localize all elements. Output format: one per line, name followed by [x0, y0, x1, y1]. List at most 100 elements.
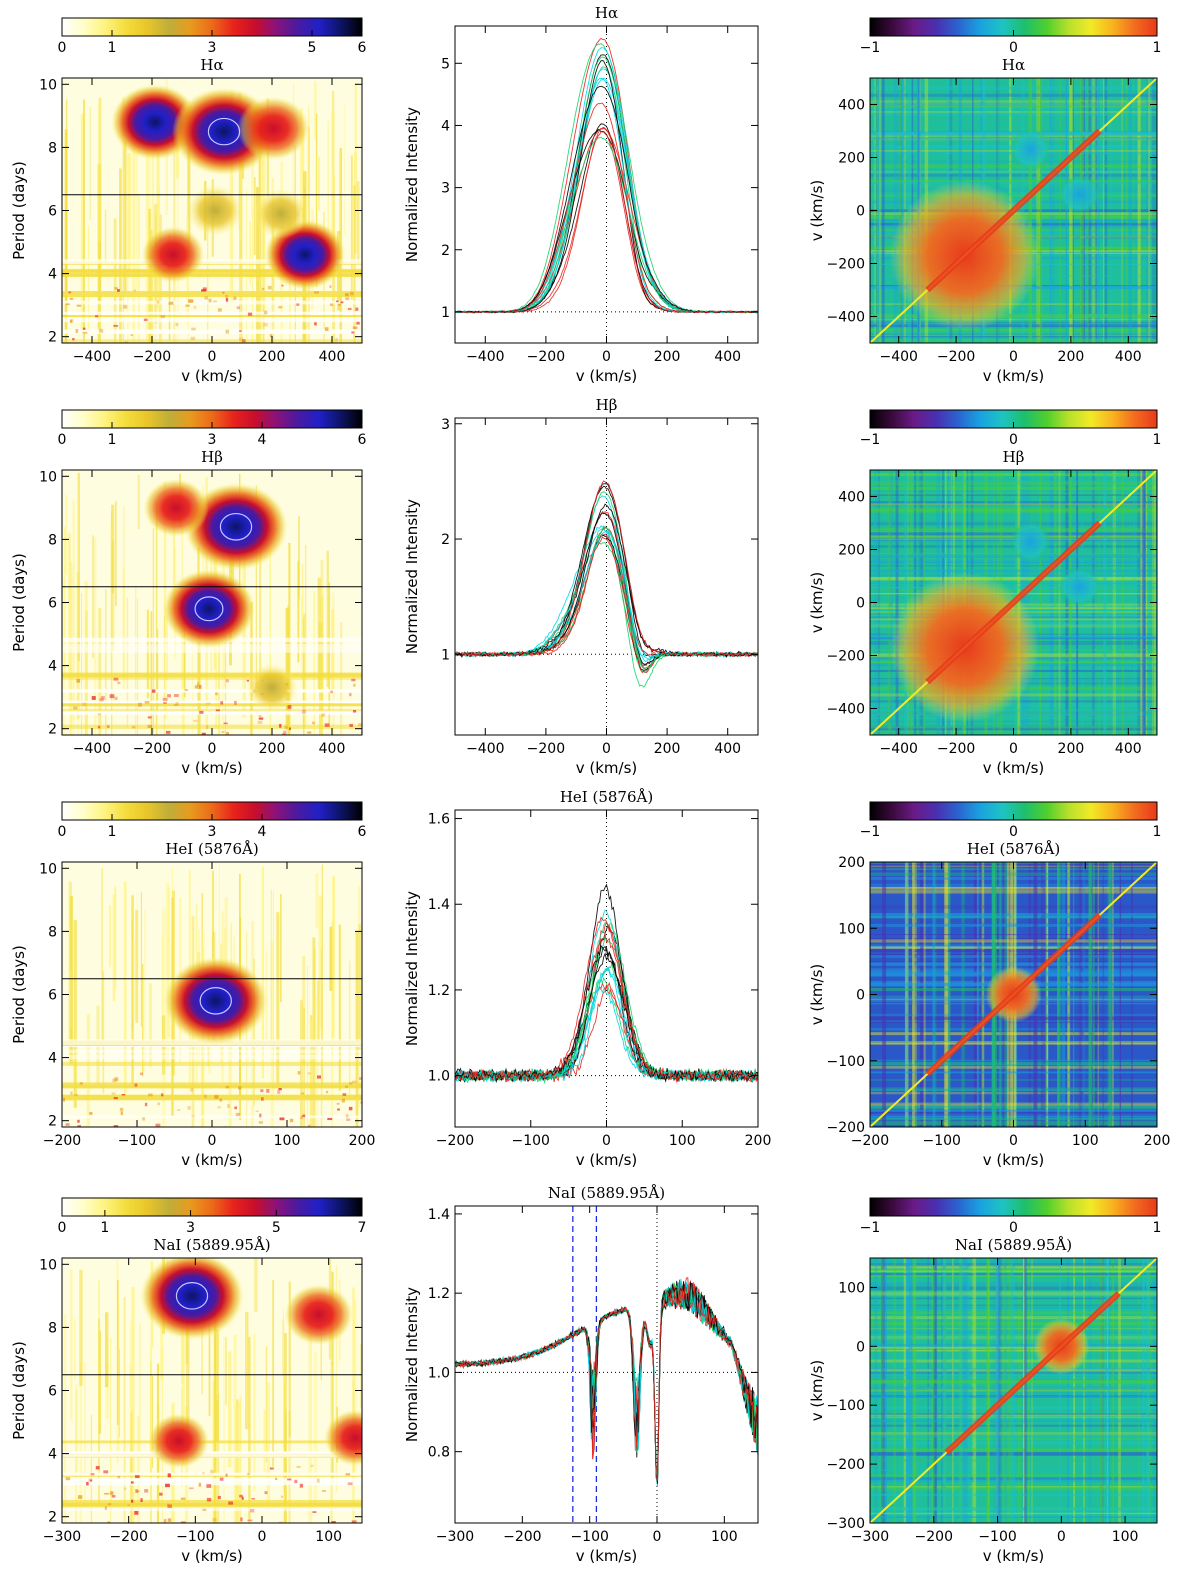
profile-xtick-label: 0 [602, 349, 611, 365]
correlation-ytick-label: −300 [827, 1516, 865, 1532]
periodogram-speckle [330, 690, 333, 694]
correlation-xtick-label: 200 [1058, 741, 1085, 757]
correlation-texture [912, 862, 916, 1127]
profile-ylabel: Normalized Intensity [403, 1287, 421, 1442]
periodogram-speckle [360, 731, 362, 734]
profile-ytick-label: 0.8 [428, 1445, 450, 1461]
correlation-texture [1133, 470, 1136, 735]
correlation-texture [870, 1268, 1157, 1273]
periodogram-speckle [225, 298, 229, 302]
correlation-texture [870, 946, 1157, 949]
periodogram-speckle [180, 1497, 186, 1500]
correlation-xtick-label: −300 [851, 1529, 889, 1545]
periodogram-streak [258, 126, 262, 343]
profile-ylabel: Normalized Intensity [403, 891, 421, 1046]
periodogram-peak [140, 1258, 244, 1340]
correlation-texture [995, 1258, 1000, 1523]
periodogram-streak [157, 628, 159, 709]
periodogram-streak [119, 168, 122, 343]
profile-series-curve [455, 129, 758, 314]
correlation-xtick-label: 200 [1144, 1133, 1171, 1149]
periodogram-speckle [135, 1475, 140, 1479]
periodogram-streak [94, 537, 97, 735]
periodogram-speckle [65, 1477, 71, 1481]
periodogram-streak [276, 912, 280, 1088]
periodogram-title: Hα [200, 56, 223, 74]
periodogram-speckle [356, 321, 360, 325]
correlation-colorbar-label: 0 [1009, 1220, 1018, 1236]
periodogram-speckle [296, 303, 300, 306]
periodogram-ytick-label: 8 [48, 532, 57, 548]
periodogram-streak [320, 578, 322, 735]
correlation-texture [1112, 862, 1114, 1127]
correlation-texture [870, 1297, 1157, 1300]
correlation-texture [901, 78, 905, 343]
correlation-ytick-label: 0 [856, 596, 865, 612]
correlation-title: Hβ [1003, 448, 1025, 466]
correlation-texture [870, 1459, 1157, 1462]
profile-xtick-label: −200 [436, 1133, 474, 1149]
periodogram-speckle [264, 1491, 268, 1495]
correlation-texture [1138, 470, 1140, 735]
periodogram-streak [326, 550, 329, 688]
periodogram-speckle [162, 697, 168, 701]
periodogram-band [62, 1084, 362, 1089]
periodogram-speckle [120, 1111, 124, 1116]
periodogram-peak [186, 184, 244, 237]
correlation-texture [870, 1041, 1157, 1045]
correlation-texture [870, 170, 1157, 175]
periodogram-speckle [275, 1477, 278, 1480]
correlation-texture [870, 1311, 1157, 1315]
correlation-texture [947, 862, 951, 1127]
periodogram-speckle [301, 1092, 305, 1095]
periodogram-speckle [294, 1479, 298, 1484]
periodogram-peak [162, 569, 256, 649]
periodogram-speckle [215, 692, 218, 696]
periodogram-speckle [210, 1469, 214, 1474]
periodogram-speckle [201, 732, 206, 735]
periodogram-speckle [205, 725, 209, 730]
periodogram-speckle [327, 1117, 333, 1121]
periodogram-streak [186, 1286, 190, 1451]
periodogram-band [62, 311, 362, 315]
periodogram-speckle [157, 1102, 161, 1106]
periodogram-speckle [163, 701, 167, 705]
periodogram-streak [130, 1320, 132, 1451]
periodogram-speckle [239, 1494, 243, 1498]
periodogram-xtick-label: 400 [319, 741, 346, 757]
correlation-texture [870, 574, 1157, 577]
periodogram-xtick-label: −300 [43, 1529, 81, 1545]
periodogram-map [62, 78, 362, 343]
correlation-xtick-label: −200 [851, 1133, 889, 1149]
periodogram-streak [187, 112, 191, 268]
profile-xtick-label: 200 [745, 1133, 772, 1149]
correlation-texture [912, 862, 914, 1127]
correlation-texture [870, 1507, 1157, 1511]
periodogram-speckle [324, 327, 329, 331]
periodogram-band [62, 673, 362, 678]
periodogram-streak [307, 105, 310, 226]
periodogram-speckle [302, 1114, 306, 1118]
periodogram-streak [148, 983, 153, 1068]
periodogram-streak [118, 1348, 121, 1438]
correlation-texture [1126, 78, 1128, 343]
profile-title: HeI (5876Å) [560, 788, 653, 806]
periodogram-speckle [72, 338, 75, 341]
periodogram-streak [271, 225, 275, 343]
periodogram-speckle [215, 709, 220, 712]
periodogram-streak [113, 218, 117, 343]
correlation-xtick-label: −200 [915, 1529, 953, 1545]
periodogram-speckle [148, 1093, 153, 1097]
profile-series-curve [455, 47, 758, 314]
correlation-texture [912, 1258, 917, 1523]
correlation-title: NaI (5889.95Å) [955, 1236, 1072, 1254]
periodogram-speckle [352, 326, 358, 330]
periodogram-panel: 0 1 3 4 6 HeI (5876Å) −200 −100 0 100 200 2 4 6 8 10 v (… [10, 801, 375, 1169]
periodogram-speckle [95, 1466, 100, 1470]
periodogram-streak [331, 1271, 334, 1484]
periodogram-speckle [226, 731, 230, 735]
correlation-texture [870, 1102, 1157, 1105]
correlation-texture [870, 1419, 1157, 1423]
profile-xtick-label: 400 [714, 349, 741, 365]
correlation-diagonal-core [925, 128, 1102, 293]
